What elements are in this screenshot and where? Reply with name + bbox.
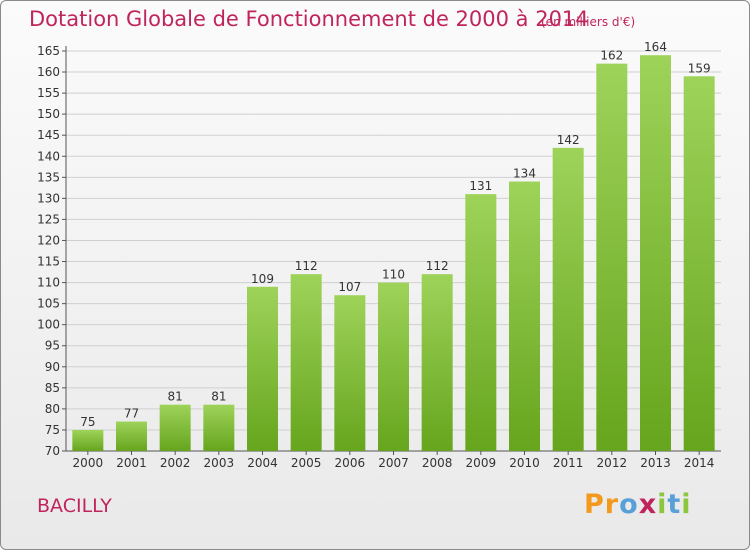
data-label: 81 — [211, 390, 226, 404]
x-tick-label: 2010 — [509, 456, 540, 470]
data-label: 162 — [600, 49, 623, 63]
y-tick-label: 70 — [45, 444, 60, 458]
logo-letter: t — [667, 489, 682, 520]
chart-subtitle: (en milliers d'€) — [541, 15, 636, 29]
bar — [465, 194, 497, 451]
y-tick-label: 140 — [37, 149, 60, 163]
data-label: 110 — [382, 268, 405, 282]
bar — [378, 282, 409, 451]
data-label: 164 — [644, 40, 667, 54]
logo-letter: P — [584, 489, 605, 520]
logo-letter: i — [657, 489, 668, 520]
x-tick-label: 2006 — [335, 456, 366, 470]
data-label: 77 — [124, 407, 139, 421]
bar — [290, 274, 322, 451]
bar — [334, 295, 366, 451]
proxiti-logo[interactable]: Proxiti — [584, 489, 692, 520]
data-labels: 75 77 81 81 109 112 107 110 112 131 134 142 162 164 15… — [80, 40, 710, 429]
data-label: 131 — [469, 179, 492, 193]
data-label: 75 — [80, 415, 95, 429]
chart-title: Dotation Globale de Fonctionnement de 20… — [29, 7, 589, 31]
x-tick-label: 2012 — [597, 456, 628, 470]
data-label: 109 — [251, 272, 274, 286]
logo-letter: r — [604, 489, 620, 520]
y-tick-label: 85 — [45, 381, 60, 395]
x-tick-label: 2002 — [160, 456, 191, 470]
x-tick-label: 2009 — [466, 456, 497, 470]
commune-name: BACILLY — [37, 495, 112, 517]
y-tick-label: 105 — [37, 297, 60, 311]
bar — [247, 286, 278, 451]
data-label: 107 — [338, 280, 361, 294]
bar — [72, 429, 104, 451]
bar — [683, 76, 715, 452]
bar — [509, 181, 540, 452]
y-tick-label: 75 — [45, 423, 60, 437]
axes: 70 75 80 85 90 95 100 105 110 115 120 125 130 135 140 1… — [37, 44, 721, 470]
bar — [203, 404, 235, 451]
y-tick-label: 115 — [37, 255, 60, 269]
x-tick-label: 2013 — [640, 456, 671, 470]
logo-letter: x — [638, 489, 658, 520]
y-tick-label: 150 — [37, 107, 60, 121]
y-tick-label: 110 — [37, 276, 60, 290]
data-label: 81 — [168, 390, 183, 404]
data-label: 112 — [295, 259, 318, 273]
y-tick-label: 80 — [45, 402, 60, 416]
x-tick-label: 2000 — [73, 456, 104, 470]
bar — [640, 55, 671, 452]
y-tick-label: 130 — [37, 191, 60, 205]
x-tick-label: 2014 — [684, 456, 715, 470]
bar — [421, 274, 453, 451]
data-label: 112 — [426, 259, 449, 273]
data-label: 142 — [557, 133, 580, 147]
x-tick-label: 2011 — [553, 456, 584, 470]
y-tick-label: 135 — [37, 170, 60, 184]
x-tick-label: 2008 — [422, 456, 453, 470]
x-tick-label: 2003 — [204, 456, 235, 470]
x-tick-label: 2001 — [116, 456, 147, 470]
x-tick-label: 2007 — [378, 456, 409, 470]
y-tick-label: 155 — [37, 86, 60, 100]
bar — [159, 404, 191, 451]
y-tick-label: 125 — [37, 212, 60, 226]
data-label: 159 — [688, 61, 711, 75]
bar — [596, 63, 628, 451]
y-tick-label: 145 — [37, 128, 60, 142]
bar — [552, 147, 584, 451]
y-tick-label: 90 — [45, 360, 60, 374]
logo-letter: i — [681, 489, 692, 520]
x-tick-label: 2004 — [247, 456, 278, 470]
y-tick-label: 165 — [37, 44, 60, 58]
logo-letter: o — [619, 489, 639, 520]
bar — [116, 421, 147, 451]
y-tick-label: 95 — [45, 339, 60, 353]
y-tick-label: 100 — [37, 318, 60, 332]
y-tick-label: 160 — [37, 65, 60, 79]
y-tick-label: 120 — [37, 233, 60, 247]
x-tick-label: 2005 — [291, 456, 322, 470]
data-label: 134 — [513, 167, 536, 181]
bars — [72, 55, 715, 452]
